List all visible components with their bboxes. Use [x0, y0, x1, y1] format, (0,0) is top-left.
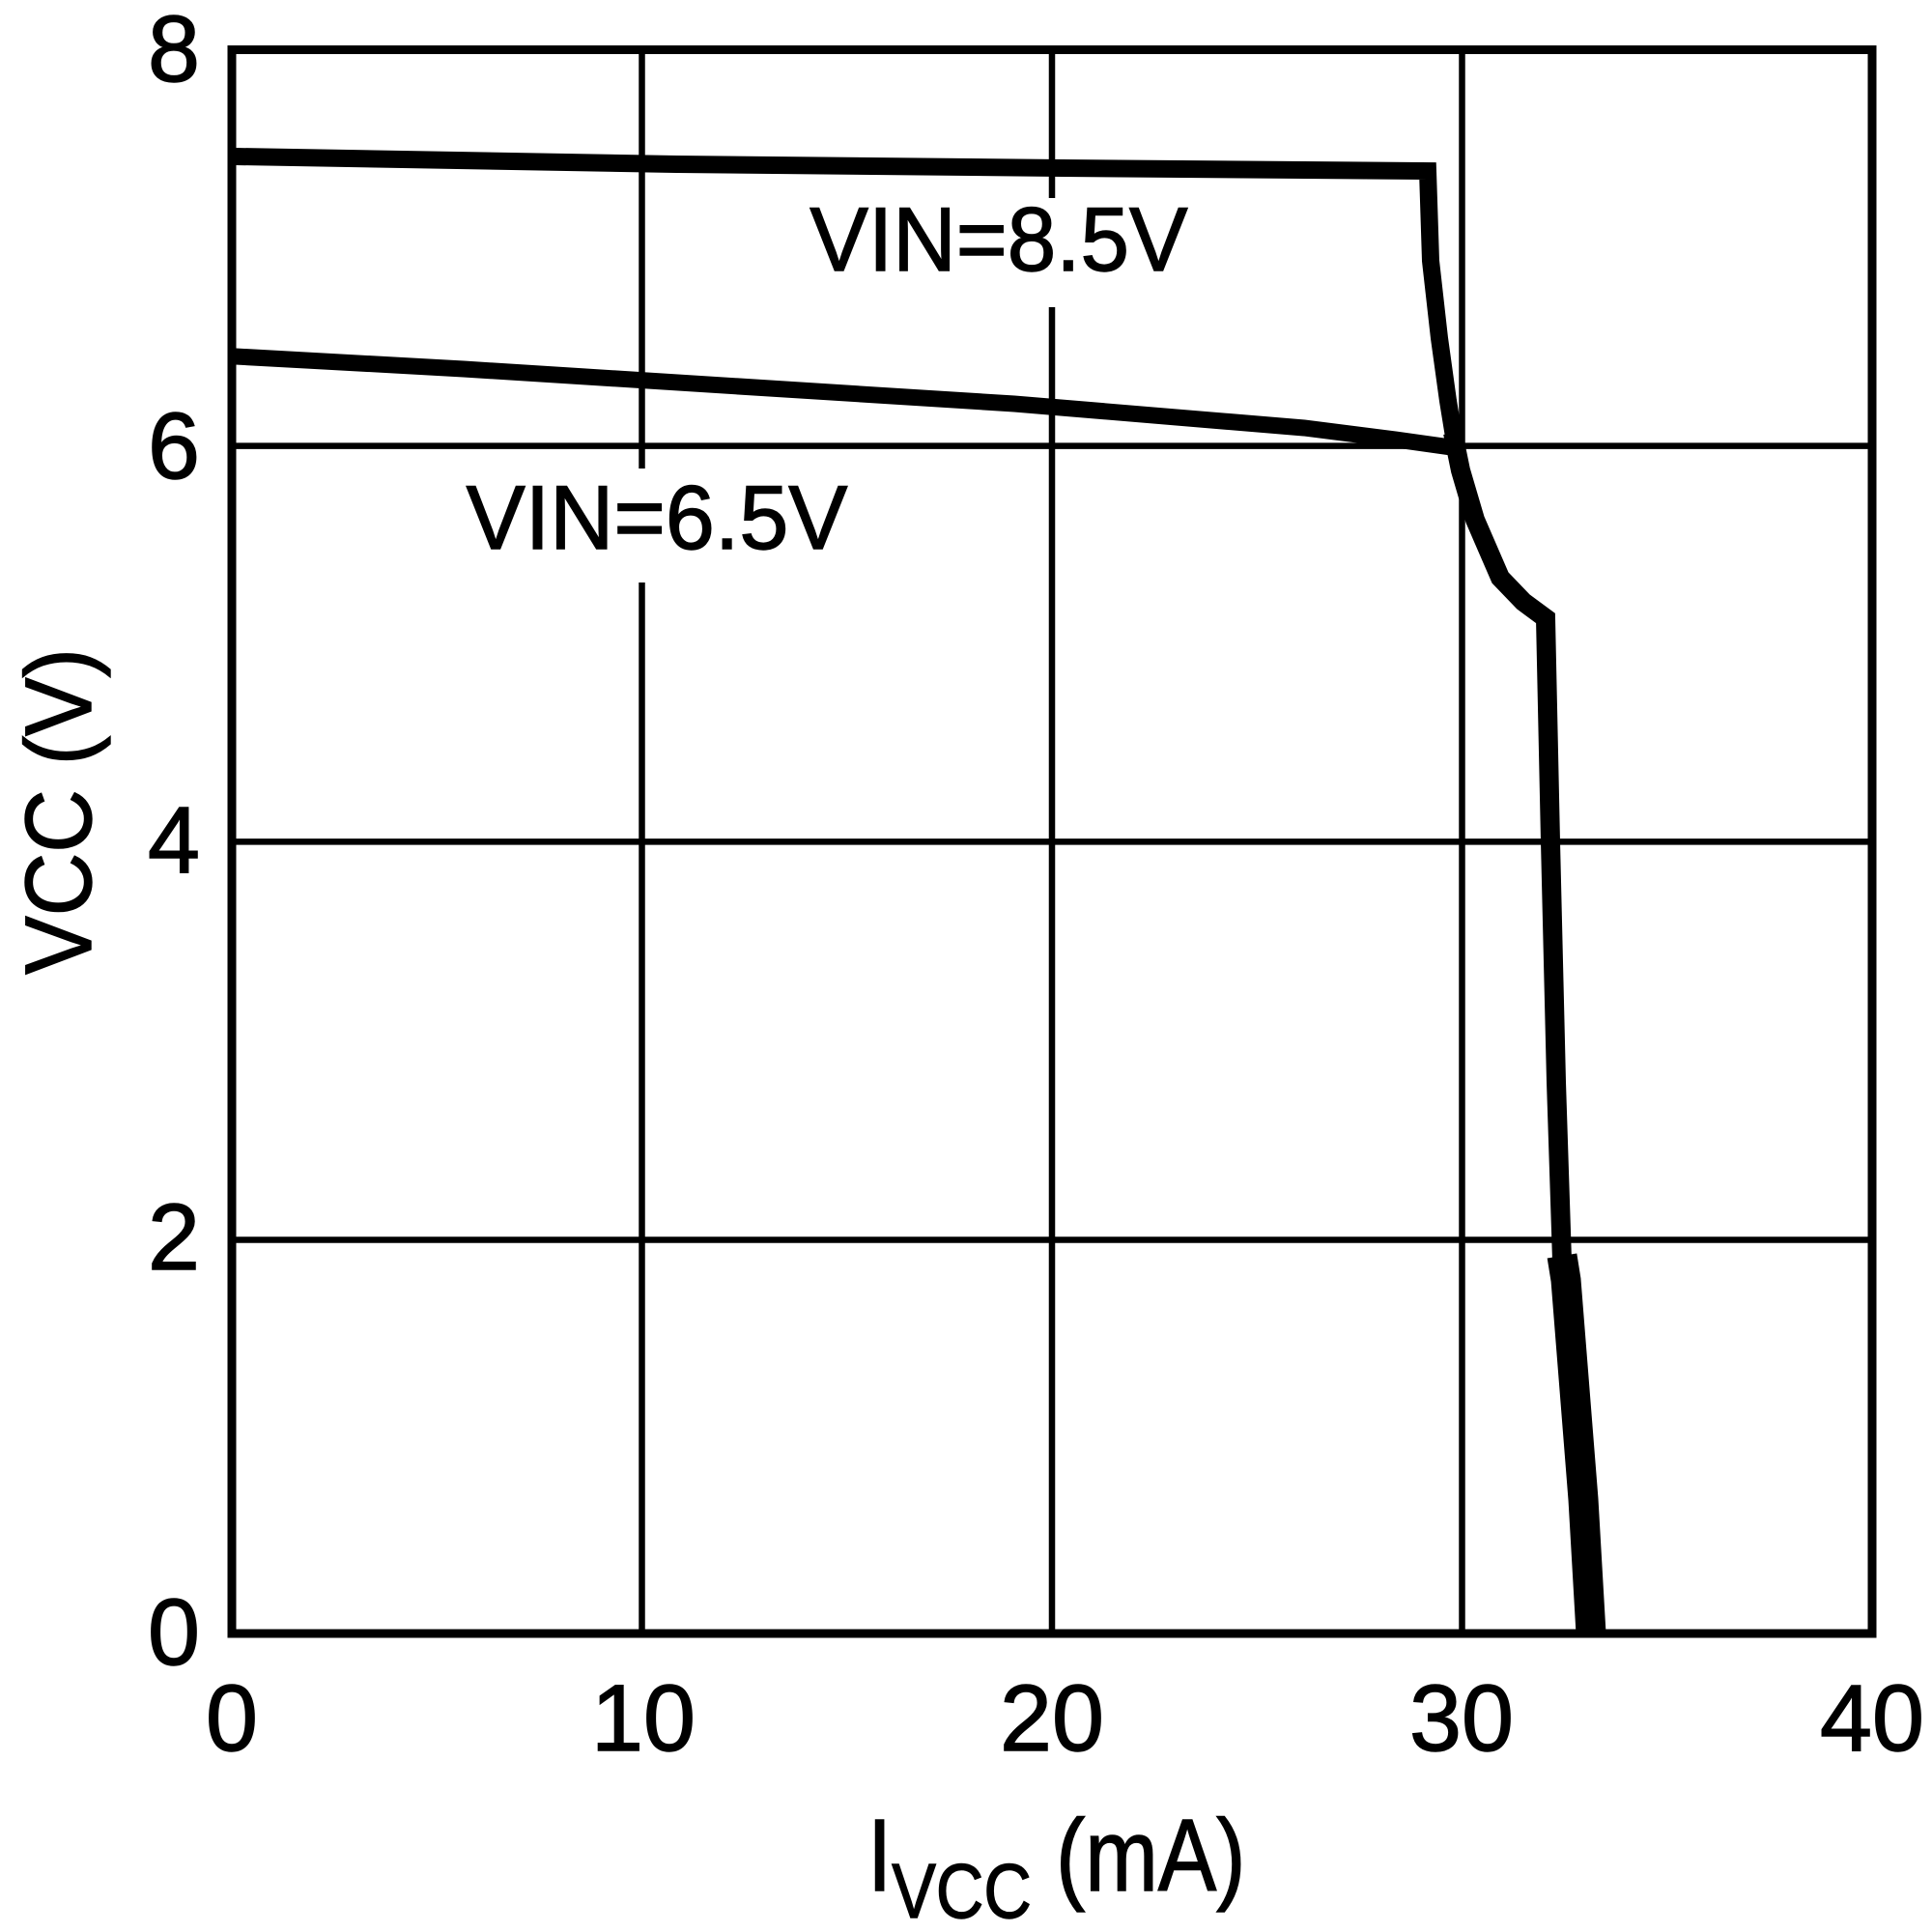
svg-text:10: 10: [591, 1665, 696, 1771]
svg-text:0: 0: [148, 1579, 200, 1685]
svg-text:VIN=6.5V: VIN=6.5V: [467, 467, 848, 568]
svg-text:0: 0: [206, 1665, 258, 1771]
svg-text:30: 30: [1409, 1665, 1514, 1771]
svg-text:8: 8: [148, 0, 200, 101]
svg-text:20: 20: [1000, 1665, 1104, 1771]
svg-text:40: 40: [1820, 1665, 1924, 1771]
svg-text:VCC (V): VCC (V): [6, 648, 110, 975]
svg-text:4: 4: [148, 787, 200, 893]
svg-text:6: 6: [148, 393, 200, 498]
svg-text:VIN=8.5V: VIN=8.5V: [810, 188, 1188, 291]
svg-text:2: 2: [148, 1184, 200, 1290]
